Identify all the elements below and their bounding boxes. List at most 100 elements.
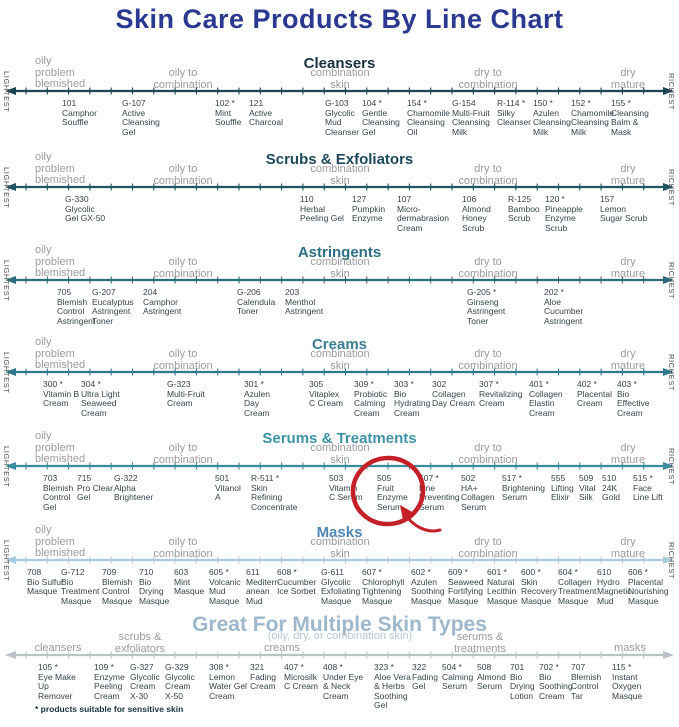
product-name: Bio Treatment Masque — [61, 576, 100, 606]
product-code: 322 — [412, 662, 427, 672]
product-code: 606 * — [628, 567, 648, 577]
product-code: 127 — [352, 194, 367, 204]
product-code: R-511 * — [251, 473, 280, 483]
product-name: Active Charcoal — [249, 107, 284, 128]
skin-type-label: dry to combination — [458, 348, 518, 372]
product-code: 401 * — [529, 379, 549, 389]
product-name: Almond Honey Scrub — [462, 203, 491, 233]
product-code: 610 — [597, 567, 612, 577]
product-name: Enzyme Peeling Cream — [94, 671, 125, 701]
product-name: Silky Cleanser — [497, 107, 532, 128]
product-code: R-114 * — [497, 98, 526, 108]
product-name: Bio Drying Lotion — [510, 671, 535, 701]
product-label: 505 Fruit Enzyme Serum — [377, 473, 408, 512]
product-code: 402 * — [577, 379, 597, 389]
product-code: 300 * — [43, 379, 63, 389]
product-label: 608 * Cucumber Ice Sorbet — [277, 567, 317, 597]
page-title: Skin Care Products By Line Chart — [115, 4, 564, 34]
lightest-to-richest-axis — [5, 556, 674, 564]
product-code: 104 * — [362, 98, 382, 108]
product-name: Glycolic Gel GX-50 — [65, 203, 106, 224]
skin-type-label: dry mature — [610, 67, 646, 91]
product-name: Vital Silk — [579, 482, 596, 503]
product-name: Cucumber Ice Sorbet — [277, 576, 317, 597]
product-label: 708 Bio Sulfur Masque — [27, 567, 64, 597]
bottom-section-heading: Great For Multiple Skin Types — [192, 613, 487, 636]
product-code: 309 * — [354, 379, 374, 389]
product-name: Ginseng Astringent Toner — [467, 296, 506, 326]
lightest-label: LIGHTEST — [2, 260, 11, 302]
product-label: 402 * Placental Cream — [577, 379, 612, 409]
product-label: 601 * Natural Lecithin Masque — [487, 567, 517, 606]
product-name: Pumpkin Enzyme — [352, 203, 386, 224]
product-name: Mint Souffle — [215, 107, 242, 128]
axis-right-arrowhead — [663, 368, 674, 376]
axis-left-arrowhead — [5, 462, 16, 470]
product-label: 104 * Gentle Cleansing Gel — [362, 98, 400, 137]
richest-label: RICHEST — [667, 262, 676, 300]
product-code: 202 * — [544, 287, 564, 297]
product-label: 508 Almond Serum — [477, 662, 506, 692]
product-code: 102 * — [215, 98, 235, 108]
product-label: 502 HA+ Collagen Serum — [461, 473, 495, 512]
product-name: Chamomile Cleansing Milk — [571, 107, 614, 137]
product-label: 152 * Chamomile Cleansing Milk — [571, 98, 614, 137]
product-code: 403 * — [617, 379, 637, 389]
product-label: 703 Blemish Control Gel — [43, 473, 73, 512]
richest-label: RICHEST — [667, 73, 676, 111]
product-code: 303 * — [394, 379, 414, 389]
product-name: Eucalyptus Astringent Toner — [92, 296, 134, 326]
product-name: Fading Gel — [412, 671, 438, 692]
product-label: 157 Lemon Sugar Scrub — [600, 194, 647, 224]
product-code: G-322 — [114, 473, 138, 483]
product-label: 503 Vitamin C Serum — [329, 473, 363, 503]
section-heading: Scrubs & Exfoliators — [265, 151, 414, 168]
product-label: 602 * Azulen Soothing Masque — [411, 567, 445, 606]
product-label: 403 * Bio Effective Cream — [617, 379, 649, 418]
product-code: G-206 — [237, 287, 261, 297]
richest-label: RICHEST — [667, 169, 676, 207]
product-label: 101 Camphor Souffle — [62, 98, 97, 128]
skin-type-label: dry mature — [610, 536, 646, 560]
product-name: Hydro Magnetic Mud — [597, 576, 632, 606]
product-label: 701 Bio Drying Lotion — [510, 662, 535, 701]
product-label: G-154 Multi-Fruit Cleansing Milk — [452, 98, 490, 137]
product-label: 301 * Azulen Day Cream — [244, 379, 270, 418]
product-name: Azulen Soothing Masque — [411, 576, 445, 606]
product-code: 115 * — [612, 662, 632, 672]
product-name: Fruit Enzyme Serum — [377, 482, 408, 512]
product-name: Collagen Elastin Cream — [529, 388, 563, 418]
axis-right-arrowhead — [663, 556, 674, 564]
product-name: Pro Clear Gel — [77, 482, 113, 503]
axis-right-arrowhead — [663, 651, 674, 659]
product-label: 121 Active Charcoal — [249, 98, 284, 128]
product-label: 203 Menthol Astringent — [285, 287, 323, 317]
skin-type-label: combination skin — [310, 536, 370, 560]
skin-type-label: dry mature — [610, 442, 646, 466]
product-name: HA+ Collagen Serum — [461, 482, 495, 512]
product-code: 509 — [579, 473, 594, 483]
product-label: 610 Hydro Magnetic Mud — [597, 567, 632, 606]
product-label: 107 Micro- dermabrasion Cream — [397, 194, 449, 233]
skin-type-label: dry mature — [610, 348, 646, 372]
product-label: 600 * Skin Recovery Masque — [521, 567, 557, 606]
product-name: Under Eye & Neck Cream — [323, 671, 364, 701]
product-name: Vitaplex C Cream — [309, 388, 344, 409]
product-label: 705 Blemish Control Astringent — [57, 287, 95, 326]
product-name: Azulen Cleansing Milk — [533, 107, 571, 137]
product-name: Bamboo Scrub — [508, 203, 540, 224]
section-heading: Astringents — [297, 244, 382, 261]
product-label: 611 Mediterr- anean Mud — [246, 567, 280, 606]
product-name: Blemish Control Masque — [102, 576, 133, 606]
product-label: 504 * Calming Serum — [442, 662, 473, 692]
product-name: Alpha Brightener — [114, 482, 154, 503]
product-code: 701 — [510, 662, 525, 672]
product-label: 604 * Collagen Treatment Masque — [558, 567, 596, 606]
skin-type-label: oily problem blemished — [35, 244, 86, 280]
product-code: 709 — [102, 567, 117, 577]
skin-type-label: oily problem blemished — [35, 524, 86, 560]
product-code: 601 * — [487, 567, 507, 577]
skin-type-label: dry mature — [610, 163, 646, 187]
product-code: 157 — [600, 194, 615, 204]
product-code: 503 — [329, 473, 344, 483]
